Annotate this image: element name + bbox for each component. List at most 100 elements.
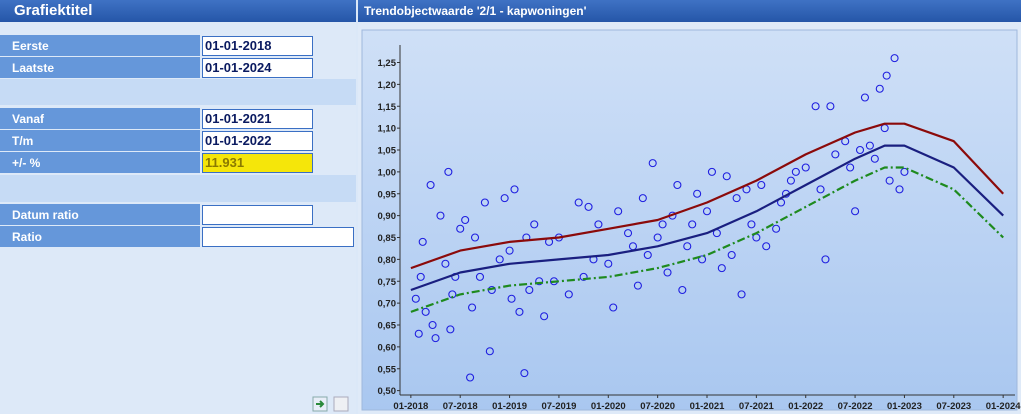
data-point — [609, 303, 618, 312]
y-tick-label: 1,00 — [378, 167, 397, 178]
trend-line — [410, 144, 1004, 292]
data-point — [579, 272, 588, 281]
data-point — [678, 285, 687, 295]
print-icon[interactable] — [333, 396, 349, 412]
field-input[interactable] — [202, 227, 354, 247]
x-tick-label: 01-2022 — [788, 401, 823, 412]
data-point — [831, 150, 840, 159]
y-tick-label: 0,80 — [378, 255, 397, 266]
y-tick-label: 0,50 — [378, 386, 397, 397]
y-tick-label: 1,25 — [378, 58, 397, 69]
data-point — [446, 325, 455, 334]
field-label: Datum ratio — [0, 204, 200, 226]
data-point — [426, 180, 435, 190]
data-point — [786, 176, 795, 185]
data-point — [870, 154, 879, 163]
data-point — [485, 347, 494, 356]
data-point — [638, 194, 647, 203]
x-tick-label: 01-2023 — [887, 401, 922, 412]
y-tick-label: 0,95 — [378, 189, 397, 200]
data-point — [495, 255, 504, 264]
data-point — [643, 250, 652, 260]
data-point — [414, 329, 423, 338]
field-input[interactable]: 01-01-2021 — [202, 109, 313, 129]
data-point — [535, 277, 544, 286]
data-point — [851, 207, 860, 216]
data-point — [658, 220, 667, 229]
data-point — [732, 194, 741, 203]
data-point — [762, 242, 771, 251]
data-point — [673, 180, 682, 190]
data-point — [461, 215, 470, 225]
data-point — [500, 194, 509, 203]
data-point — [574, 198, 583, 207]
x-tick-label: 07-2020 — [640, 401, 675, 412]
field-input[interactable]: 11.931 — [202, 153, 313, 173]
field-input[interactable]: 01-01-2024 — [202, 58, 313, 78]
y-tick-label: 1,20 — [378, 80, 397, 91]
y-tick-label: 0,60 — [378, 342, 397, 353]
data-point — [683, 242, 692, 251]
data-point — [564, 290, 573, 299]
data-point — [727, 250, 736, 260]
x-tick-label: 01-2024 — [986, 401, 1021, 412]
data-point — [885, 176, 894, 185]
data-point — [717, 264, 726, 273]
data-point — [436, 211, 445, 220]
data-point — [895, 185, 904, 194]
data-point — [530, 220, 539, 229]
x-tick-label: 07-2022 — [838, 401, 873, 412]
y-tick-label: 0,65 — [378, 321, 397, 332]
data-point — [855, 145, 865, 155]
y-tick-label: 1,05 — [378, 146, 397, 157]
field-input[interactable] — [202, 205, 313, 225]
chart-title-bar — [358, 0, 1021, 22]
data-point — [431, 334, 440, 343]
data-point — [540, 312, 549, 321]
data-point — [633, 281, 642, 290]
x-tick-label: 07-2021 — [739, 401, 775, 412]
data-point — [441, 259, 450, 268]
field-input[interactable]: 01-01-2022 — [202, 131, 313, 151]
data-point — [826, 102, 835, 111]
x-tick-label: 07-2019 — [541, 401, 576, 412]
field-label: Ratio — [0, 226, 200, 248]
field-label: Eerste — [0, 35, 200, 57]
data-point — [444, 167, 453, 176]
data-point — [707, 167, 716, 176]
data-point — [865, 141, 874, 150]
field-label: T/m — [0, 130, 200, 152]
data-point — [747, 220, 756, 229]
y-tick-label: 0,90 — [378, 211, 397, 222]
chart-title: Trendobjectwaarde '2/1 - kapwoningen' — [364, 4, 587, 18]
trend-line — [410, 122, 1005, 270]
y-tick-label: 0,85 — [378, 233, 397, 244]
data-point — [456, 224, 465, 233]
data-point — [594, 220, 603, 229]
y-tick-label: 0,75 — [378, 277, 397, 288]
y-tick-label: 0,55 — [378, 364, 397, 375]
data-point — [688, 220, 697, 229]
data-point — [515, 307, 524, 316]
data-point — [882, 71, 891, 80]
data-point — [411, 294, 420, 303]
x-tick-label: 01-2018 — [393, 401, 428, 412]
data-point — [507, 294, 516, 303]
data-point — [722, 172, 731, 181]
x-tick-label: 01-2021 — [690, 401, 726, 412]
data-point — [648, 159, 657, 168]
data-point — [510, 185, 519, 194]
field-input[interactable]: 01-01-2018 — [202, 36, 313, 56]
data-point — [475, 272, 485, 281]
x-tick-label: 01-2019 — [492, 401, 527, 412]
form-title: Grafiektitel — [0, 0, 356, 22]
data-point — [466, 373, 475, 382]
data-point — [520, 369, 529, 378]
data-point — [480, 198, 489, 207]
data-point — [604, 259, 613, 268]
chart: Trendobjectwaarde '2/1 - kapwoningen' 0,… — [358, 0, 1021, 414]
field-label: Vanaf — [0, 108, 200, 130]
plot-area — [361, 29, 1018, 411]
spacer — [0, 79, 356, 105]
